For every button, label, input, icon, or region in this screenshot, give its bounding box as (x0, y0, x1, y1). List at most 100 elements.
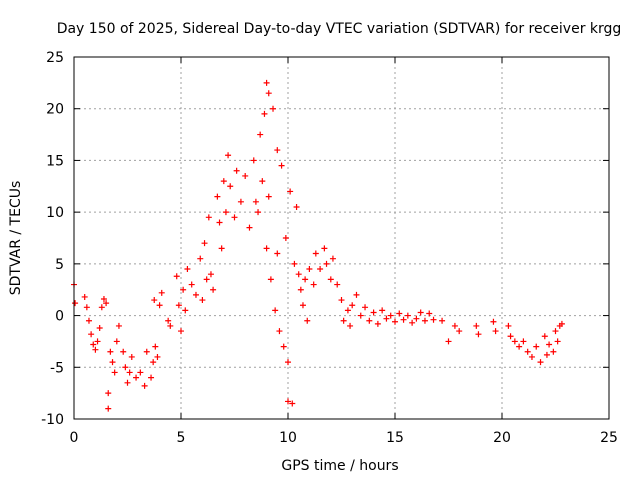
data-point (265, 90, 272, 97)
data-point (103, 300, 110, 307)
data-point (220, 178, 227, 185)
x-tick-label: 0 (70, 430, 79, 446)
data-point (92, 346, 99, 353)
data-point (184, 266, 191, 273)
data-point (558, 320, 565, 327)
data-point (400, 316, 407, 323)
data-point (293, 203, 300, 210)
data-point (473, 322, 480, 329)
data-point (148, 374, 155, 381)
data-point (306, 266, 313, 273)
data-point (321, 245, 328, 252)
y-axis-label: SDTVAR / TECUs (8, 181, 24, 296)
data-point (246, 224, 253, 231)
data-point (554, 338, 561, 345)
data-point (430, 316, 437, 323)
data-point (259, 178, 266, 185)
data-point (178, 328, 184, 335)
data-point (537, 359, 544, 366)
data-point (396, 310, 403, 317)
data-point (516, 343, 523, 350)
data-point (250, 157, 257, 164)
data-point (115, 322, 122, 329)
data-point (105, 405, 112, 412)
data-point (182, 307, 189, 314)
data-point (304, 317, 311, 324)
data-point (404, 312, 411, 319)
data-point (156, 302, 163, 309)
axis-ticks (73, 56, 610, 420)
data-point (96, 324, 103, 331)
data-point (280, 343, 287, 350)
data-point (81, 293, 88, 300)
y-tick-label: 0 (55, 309, 64, 325)
data-point (218, 245, 225, 252)
data-point (278, 162, 285, 169)
data-point (299, 302, 306, 309)
data-point (362, 304, 369, 311)
data-point (550, 348, 557, 355)
data-point (175, 302, 182, 309)
plot-frame (73, 56, 610, 420)
data-point (297, 286, 304, 293)
y-tick-label: 10 (46, 205, 64, 221)
data-point (505, 322, 512, 329)
data-point (173, 273, 180, 280)
data-point (334, 281, 341, 288)
data-point (137, 369, 144, 376)
data-point (143, 348, 150, 355)
data-point (237, 198, 244, 205)
y-tick-label: 20 (46, 102, 64, 118)
data-point (541, 333, 548, 340)
data-point (267, 276, 274, 283)
data-point (188, 281, 195, 288)
data-point (214, 193, 221, 200)
data-point (302, 276, 309, 283)
data-point (252, 198, 259, 205)
data-point (387, 312, 394, 319)
data-point (409, 319, 416, 326)
data-point (543, 351, 550, 358)
data-point (276, 328, 283, 335)
data-point (421, 317, 428, 324)
data-point (265, 193, 272, 200)
data-point (270, 105, 277, 112)
data-point (295, 271, 302, 278)
data-point (225, 152, 232, 159)
data-point (524, 348, 531, 355)
data-point (338, 297, 345, 304)
data-point (203, 276, 210, 283)
data-point (285, 359, 291, 366)
x-tick-label: 20 (493, 430, 511, 446)
data-point (507, 333, 514, 340)
data-point (366, 317, 373, 324)
data-point (353, 291, 360, 298)
data-point (216, 219, 223, 226)
data-point (128, 353, 135, 360)
data-point (349, 302, 356, 309)
data-point (126, 369, 133, 376)
data-point (263, 79, 270, 86)
data-point (357, 312, 364, 319)
data-point (426, 310, 433, 317)
data-point (242, 172, 249, 179)
data-point (158, 289, 165, 296)
data-point (98, 304, 105, 311)
data-point (383, 315, 390, 322)
data-point (150, 359, 157, 366)
data-point (109, 359, 116, 366)
data-point (310, 281, 317, 288)
data-point (231, 214, 238, 221)
data-point (492, 328, 499, 335)
data-point (205, 214, 212, 221)
x-tick-label: 25 (600, 430, 618, 446)
data-point (90, 341, 97, 348)
data-point (379, 307, 386, 314)
data-point (392, 318, 398, 325)
data-point (122, 364, 129, 371)
x-tick-label: 5 (177, 430, 186, 446)
data-point (274, 250, 281, 257)
data-point (85, 317, 92, 324)
data-point (413, 315, 420, 322)
